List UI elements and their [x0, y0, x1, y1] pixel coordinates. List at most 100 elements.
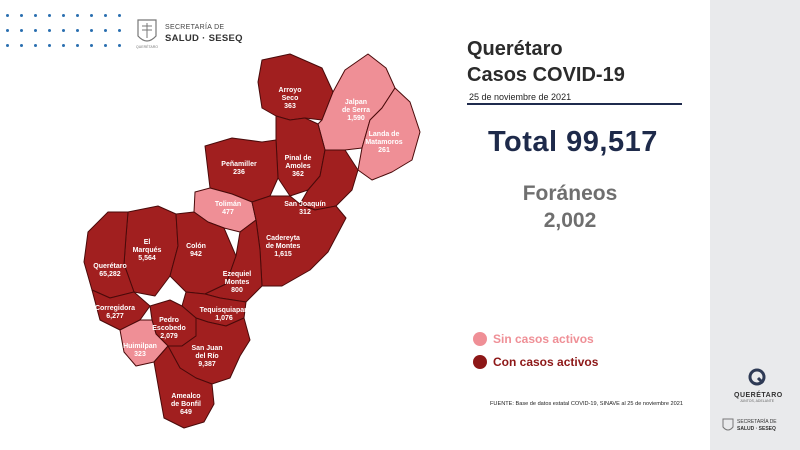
- data-source-note: FUENTE: Base de datos estatal COVID-19, …: [490, 401, 683, 407]
- municipality-cases: 236: [233, 169, 245, 176]
- org-line2: SALUD · SESEQ: [165, 33, 243, 44]
- legend-swatch-active: [473, 355, 487, 369]
- decorative-dot: [76, 44, 79, 47]
- title-line2: Casos COVID-19: [467, 64, 625, 86]
- municipality-san-juan: [167, 317, 251, 385]
- municipality-cases: 261: [378, 147, 390, 154]
- legend-item-inactive: Sin casos activos: [473, 329, 598, 349]
- municipality-cases: 477: [222, 209, 234, 216]
- decorative-dot: [34, 44, 37, 47]
- decorative-dot: [118, 14, 121, 17]
- title-divider: [467, 103, 682, 105]
- municipality-cases: 5,564: [138, 255, 156, 262]
- municipality-label-el-marques: El Marqués 5,564: [133, 239, 162, 262]
- decorative-dot: [48, 14, 51, 17]
- legend-item-active: Con casos activos: [473, 352, 598, 372]
- municipality-name: San Joaquín: [284, 201, 326, 208]
- municipality-label-penamiller: Peñamiller 236: [221, 161, 257, 176]
- municipality-label-san-joaquin: San Joaquín 312: [284, 201, 326, 216]
- municipality-name: San Juan: [191, 345, 222, 352]
- municipality-label-san-juan: San Juan del Río 9,387: [191, 345, 222, 368]
- municipality-cases: 942: [190, 251, 202, 258]
- decorative-dot: [62, 14, 65, 17]
- municipality-name: El: [144, 239, 151, 246]
- municipality-label-cadereyta: Cadereyta de Montes 1,615: [266, 235, 301, 258]
- municipality-label-pedro-escobedo: Pedro Escobedo 2,079: [152, 317, 185, 340]
- decorative-dot: [90, 29, 93, 32]
- municipality-name: Pinal de: [285, 155, 312, 162]
- municipality-name: Arroyo: [279, 87, 302, 94]
- municipality-name: Cadereyta: [266, 235, 300, 242]
- municipality-name: Escobedo: [152, 325, 185, 332]
- municipality-name: Seco: [282, 95, 299, 102]
- foraneos-value: 2,002: [543, 209, 597, 232]
- municipality-ezequiel: [204, 219, 263, 303]
- municipality-label-landa: Landa de Matamoros 261: [365, 131, 402, 154]
- municipality-cases: 65,282: [99, 271, 121, 278]
- page-title: Querétaro Casos COVID-19: [467, 36, 625, 88]
- queretaro-logo-icon: [748, 368, 766, 386]
- decorative-dot: [48, 44, 51, 47]
- decorative-dot: [62, 29, 65, 32]
- municipality-label-queretaro: Querétaro 65,282: [93, 263, 126, 278]
- municipality-cases: 649: [180, 409, 192, 416]
- municipality-name: Peñamiller: [221, 161, 257, 168]
- municipality-label-toliman: Tolimán 477: [215, 201, 241, 216]
- municipality-cases: 363: [284, 103, 296, 110]
- total-cases: Total 99,517: [488, 126, 658, 158]
- municipality-name: Tolimán: [215, 201, 241, 208]
- municipality-label-huimilpan: Huimilpan 323: [123, 343, 157, 358]
- municipality-label-amealco: Amealco de Bonfil 649: [171, 393, 201, 416]
- seal-caption: QUERÉTARO: [136, 44, 158, 49]
- sidebar-org-line2: SALUD · SESEQ: [737, 426, 776, 432]
- municipality-name: de Montes: [266, 243, 301, 250]
- municipality-name: de Serra: [342, 107, 370, 114]
- municipality-name: Amoles: [285, 163, 310, 170]
- decorative-dot: [118, 44, 121, 47]
- decorative-dot: [6, 44, 9, 47]
- queretaro-brand: QUERÉTARO JUNTOS, ADELANTE: [734, 368, 782, 403]
- municipality-cases: 362: [292, 171, 304, 178]
- municipality-cases: 9,387: [198, 361, 216, 368]
- seal-small-icon: [722, 418, 734, 431]
- legend-swatch-inactive: [473, 332, 487, 346]
- decorative-dot: [90, 44, 93, 47]
- municipality-landa: [357, 87, 421, 181]
- sidebar-org-line1: SECRETARÍA DE: [737, 419, 777, 425]
- decorative-dot: [104, 44, 107, 47]
- decorative-dot: [76, 29, 79, 32]
- brand-tagline: JUNTOS, ADELANTE: [739, 399, 775, 403]
- decorative-dot: [90, 14, 93, 17]
- header-organization: SECRETARÍA DE SALUD · SESEQ: [165, 24, 243, 44]
- decorative-dot: [48, 29, 51, 32]
- decorative-dot: [20, 14, 23, 17]
- decorative-dot: [62, 44, 65, 47]
- municipality-cases: 2,079: [160, 333, 178, 340]
- municipality-cases: 800: [231, 287, 243, 294]
- right-sidebar: [710, 0, 800, 450]
- municipality-label-colon: Colón 942: [186, 243, 206, 258]
- decorative-dot: [76, 14, 79, 17]
- municipality-name: Amealco: [171, 393, 200, 400]
- municipality-label-pinal: Pinal de Amoles 362: [285, 155, 312, 178]
- org-line1: SECRETARÍA DE: [165, 24, 225, 31]
- decorative-dot: [34, 14, 37, 17]
- municipality-cases: 312: [299, 209, 311, 216]
- decorative-dot: [20, 29, 23, 32]
- decorative-dot: [104, 14, 107, 17]
- municipality-cases: 1,590: [347, 115, 365, 122]
- foreign-cases: Foráneos 2,002: [500, 180, 640, 234]
- municipality-amealco: [153, 345, 215, 429]
- decorative-dot: [20, 44, 23, 47]
- municipality-label-tequisquiapan: Tequisquiapan 1,076: [200, 307, 249, 322]
- municipality-name: de Bonfil: [171, 401, 201, 408]
- decorative-dot: [6, 14, 9, 17]
- sidebar-organization: SECRETARÍA DE SALUD · SESEQ: [722, 418, 777, 434]
- municipality-name: del Río: [195, 353, 218, 360]
- legend-label-active: Con casos activos: [493, 355, 599, 369]
- municipality-label-jalpan: Jalpan de Serra 1,590: [342, 99, 370, 122]
- decorative-dot: [6, 29, 9, 32]
- municipality-name: Matamoros: [365, 139, 402, 146]
- municipality-cases: 1,076: [215, 315, 233, 322]
